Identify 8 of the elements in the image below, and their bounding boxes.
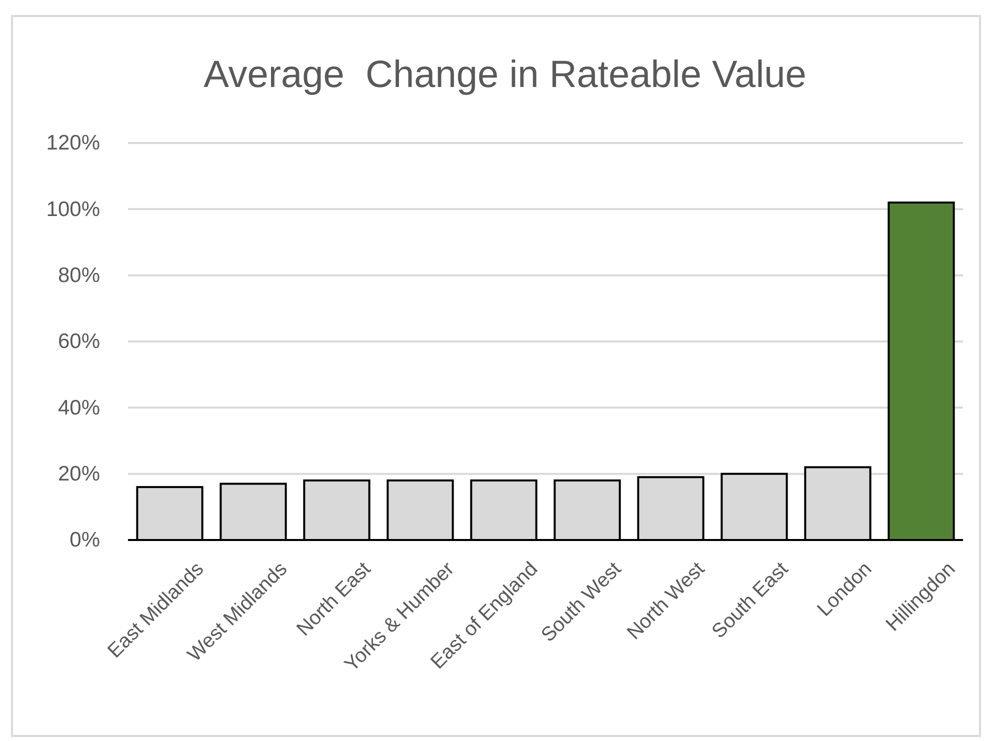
chart-title: Average Change in Rateable Value [204, 54, 806, 96]
y-tick-label: 100% [46, 198, 100, 221]
y-tick-label: 0% [70, 528, 100, 552]
y-tick-label: 60% [58, 330, 100, 354]
y-tick-label: 120% [46, 132, 100, 155]
y-tick-label: 40% [58, 396, 100, 420]
y-tick-label: 80% [58, 264, 100, 288]
y-tick-label: 20% [58, 462, 100, 486]
